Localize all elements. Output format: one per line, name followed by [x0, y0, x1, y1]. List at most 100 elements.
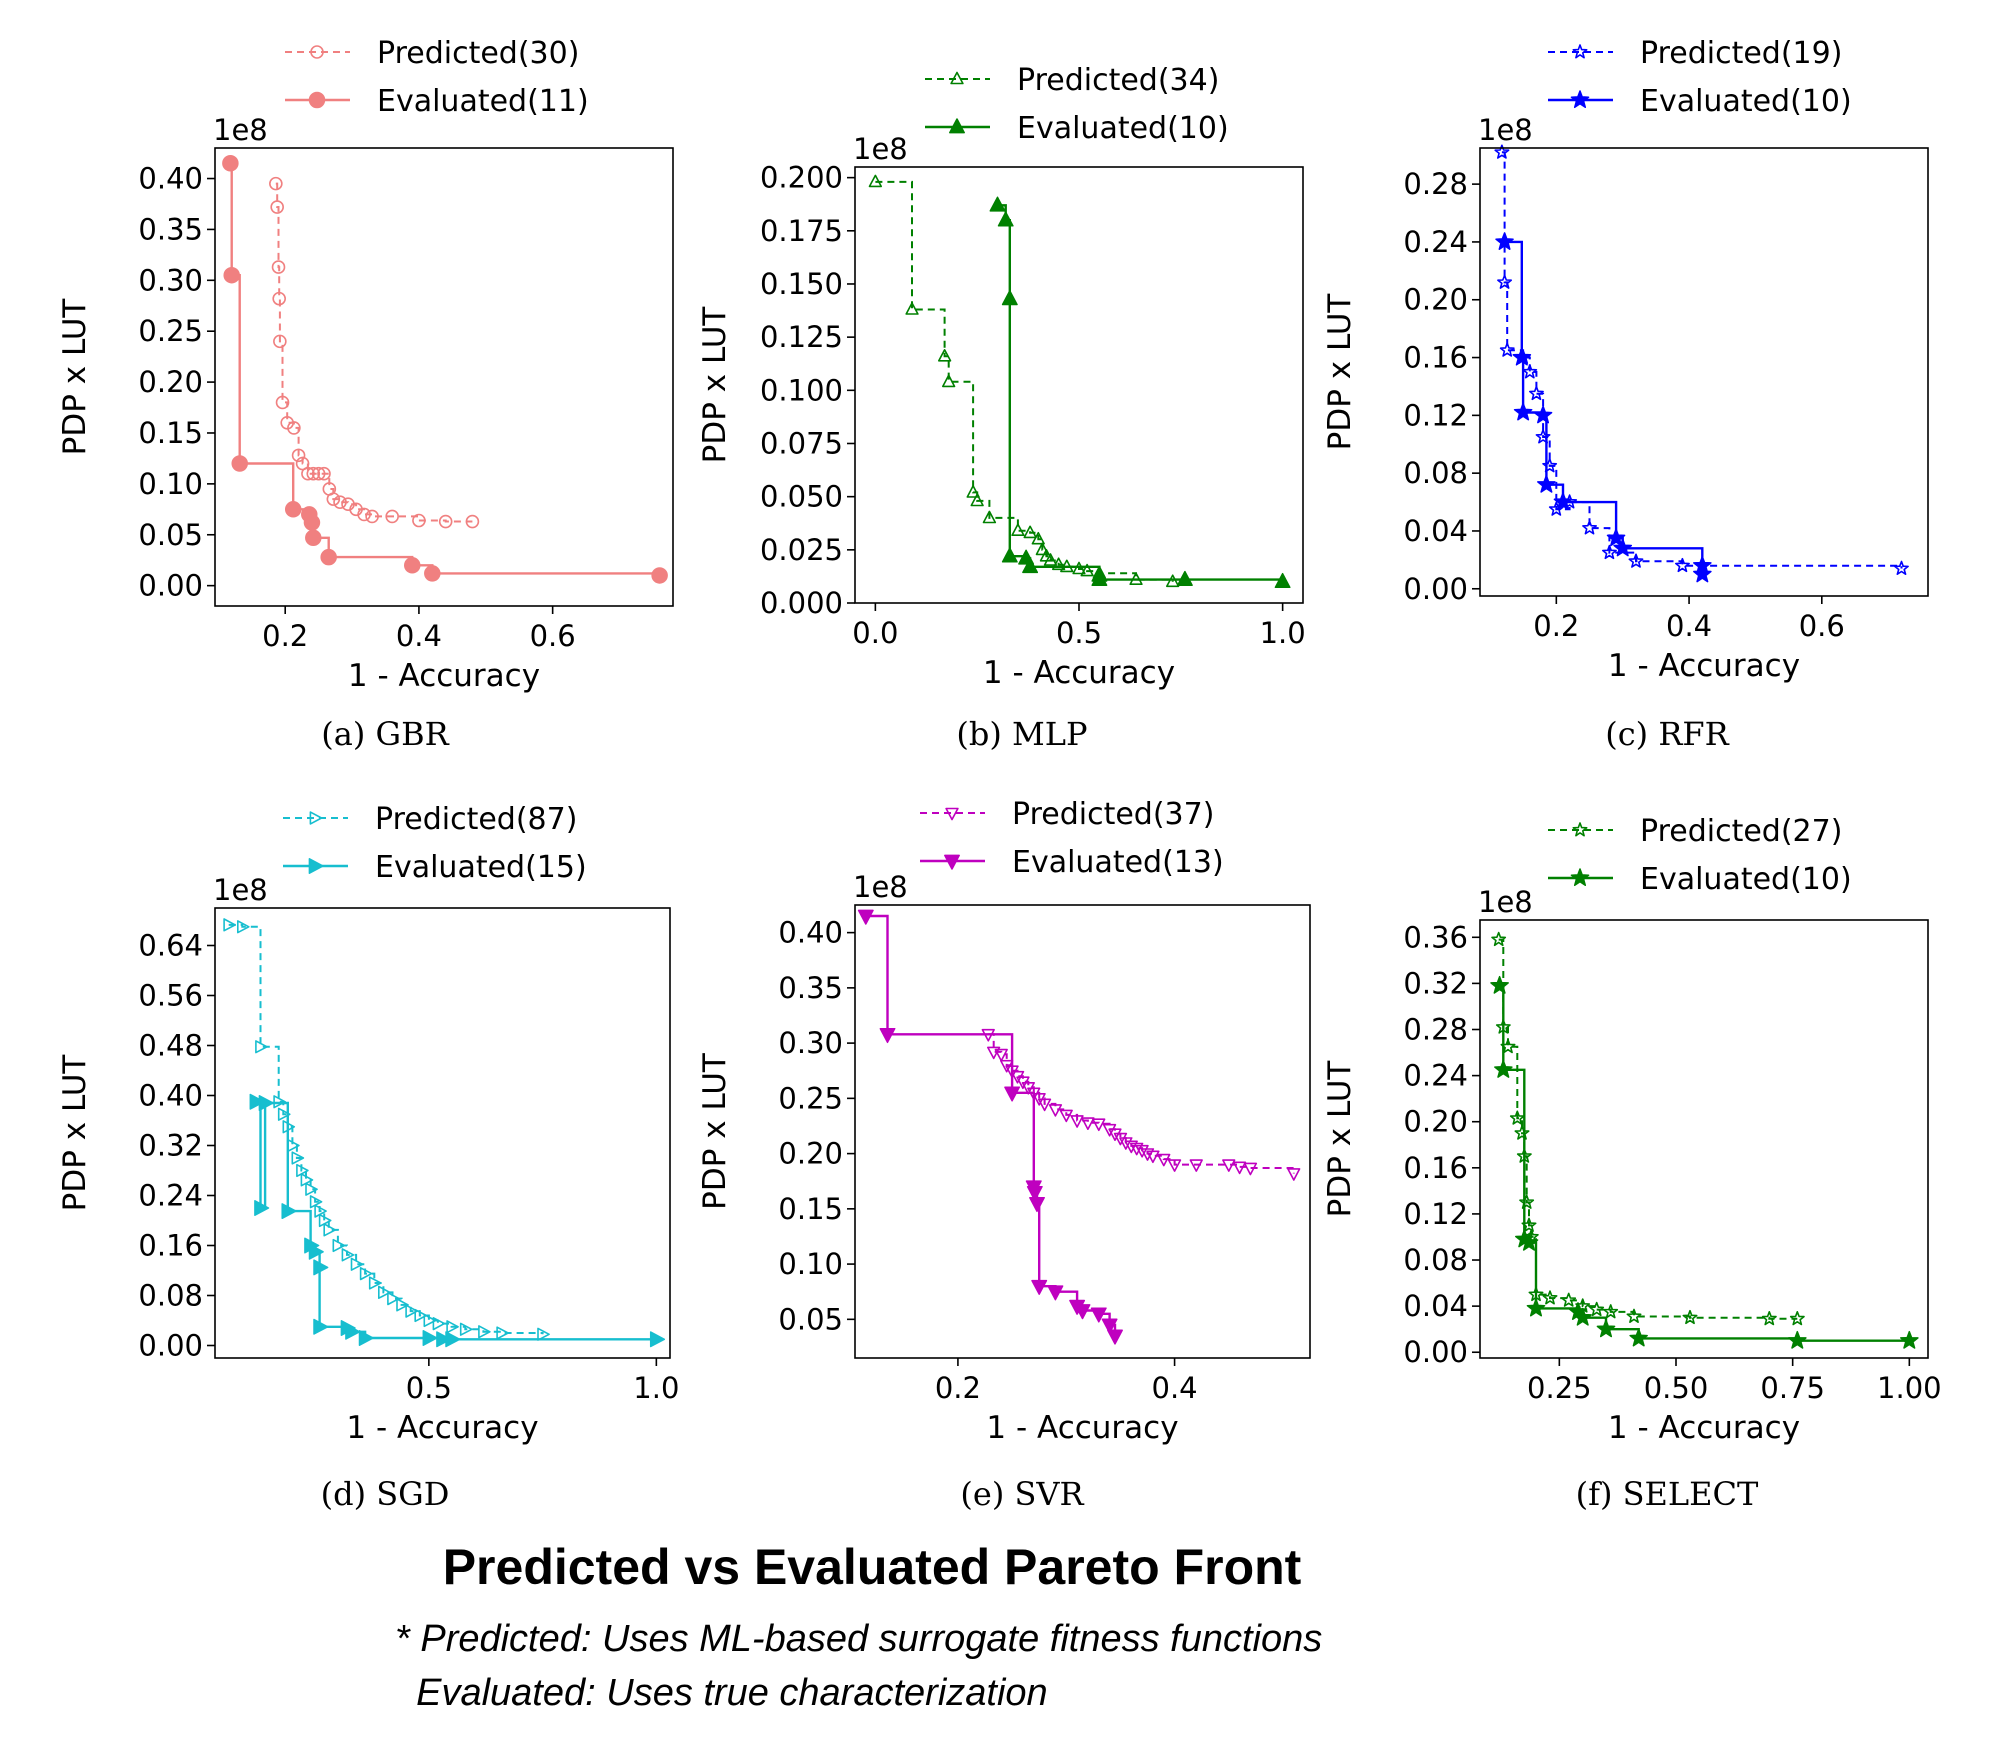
- data-point: [1107, 1329, 1123, 1345]
- data-point: [1512, 347, 1532, 366]
- data-point: [432, 1317, 446, 1331]
- data-point: [326, 492, 341, 506]
- data-point: [281, 1203, 297, 1220]
- data-point: [1537, 474, 1556, 493]
- data-point: [649, 1331, 666, 1348]
- legend-entry: Predicted(27): [1548, 814, 1842, 849]
- data-point: [1693, 564, 1712, 583]
- data-point: [1629, 1328, 1648, 1347]
- data-point: [255, 1040, 268, 1054]
- data-point: [309, 1195, 323, 1209]
- data-point: [1022, 558, 1039, 574]
- panel-caption: (d) SGD: [321, 1475, 450, 1513]
- data-point: [1124, 1140, 1138, 1154]
- y-tick-label: 0.125: [760, 320, 843, 354]
- data-point: [1043, 553, 1058, 566]
- chart-panel: 0.2 0.4 0.6 0.00 0.04 0.08 0.12 0.16 0.20 0.24 0.2…: [1322, 36, 1929, 753]
- data-point: [291, 448, 306, 463]
- data-point: [905, 302, 919, 315]
- legend-entry: Evaluated(10): [1548, 862, 1852, 897]
- data-point: [1494, 144, 1510, 159]
- y-axis-label: PDP x LUT: [57, 1054, 93, 1212]
- data-point: [966, 485, 980, 498]
- legend-entry: Predicted(30): [285, 36, 579, 71]
- x-tick-label: 0.5: [406, 1371, 452, 1405]
- legend-marker: [1570, 868, 1590, 887]
- data-point: [970, 493, 984, 507]
- x-tick-label: 1.00: [1877, 1371, 1942, 1405]
- x-tick-label: 0.50: [1644, 1371, 1709, 1405]
- data-point: [350, 1257, 364, 1271]
- x-tick-label: 0.4: [1152, 1371, 1198, 1405]
- y-tick-label: 0.04: [1403, 1289, 1468, 1323]
- data-point: [258, 1095, 274, 1111]
- legend-entry: Evaluated(11): [285, 84, 589, 119]
- data-point: [357, 507, 371, 522]
- y-axis-label: PDP x LUT: [1322, 1060, 1358, 1218]
- data-point: [1788, 1330, 1807, 1349]
- data-point: [277, 1107, 291, 1121]
- series-line: [1498, 938, 1798, 1320]
- data-point: [273, 1095, 286, 1109]
- legend-marker: [309, 811, 323, 825]
- data-point: [1222, 1159, 1236, 1172]
- data-point: [303, 514, 321, 531]
- series-line: [228, 923, 544, 1335]
- data-point: [1533, 405, 1553, 424]
- panel-caption: (e) SVR: [960, 1475, 1084, 1513]
- data-point: [1023, 525, 1037, 539]
- y-tick-label: 0.08: [138, 1279, 203, 1313]
- x-axis-label: 1 - Accuracy: [346, 1410, 538, 1446]
- data-point: [1553, 492, 1573, 511]
- y-tick-label: 0.24: [138, 1179, 203, 1213]
- data-point: [1031, 531, 1045, 545]
- axis-offset-label: 1e8: [213, 873, 268, 907]
- data-point: [284, 501, 302, 518]
- series-line: [1501, 151, 1903, 569]
- series-group: [222, 155, 668, 584]
- panel-caption: (b) MLP: [956, 715, 1087, 753]
- legend-entry: Predicted(37): [920, 797, 1214, 832]
- legend-marker: [308, 91, 326, 109]
- legend-marker: [308, 858, 324, 874]
- y-tick-label: 0.28: [1403, 167, 1468, 201]
- legend-entry: Predicted(87): [283, 802, 577, 837]
- data-point: [1119, 1137, 1133, 1150]
- data-point: [403, 557, 421, 574]
- legend-label: Evaluated(11): [377, 84, 589, 119]
- x-tick-label: 0.25: [1527, 1371, 1592, 1405]
- data-point: [1157, 1153, 1171, 1167]
- data-point: [1001, 547, 1018, 563]
- data-point: [1495, 232, 1514, 250]
- data-point: [270, 200, 284, 214]
- data-point: [1176, 570, 1193, 586]
- data-point: [994, 1048, 1008, 1062]
- data-point: [1108, 1128, 1122, 1141]
- data-point: [478, 1325, 491, 1339]
- series-line: [988, 1033, 1295, 1174]
- series-line: [1499, 984, 1910, 1342]
- data-point: [1602, 544, 1617, 560]
- data-point: [1519, 1232, 1539, 1251]
- legend-entry: Evaluated(10): [1548, 84, 1852, 119]
- data-point: [1542, 458, 1558, 473]
- legend-marker: [950, 71, 964, 85]
- data-point: [1048, 1104, 1063, 1117]
- data-point: [1080, 563, 1094, 577]
- y-tick-label: 0.20: [138, 365, 203, 399]
- plot-frame: [214, 147, 674, 607]
- data-point: [446, 1320, 459, 1334]
- data-point: [1232, 1161, 1247, 1175]
- data-point: [1011, 523, 1025, 536]
- data-point: [1589, 1301, 1605, 1317]
- y-tick-label: 0.16: [138, 1229, 203, 1263]
- y-tick-label: 0.24: [1403, 225, 1468, 259]
- data-point: [1894, 560, 1909, 575]
- y-tick-label: 0.10: [138, 467, 203, 501]
- data-point: [1606, 528, 1626, 547]
- y-tick-label: 0.05: [138, 518, 203, 552]
- y-tick-label: 0.25: [778, 1081, 843, 1115]
- data-point: [300, 1173, 314, 1187]
- data-point: [1047, 1285, 1064, 1301]
- y-tick-label: 0.35: [138, 212, 203, 246]
